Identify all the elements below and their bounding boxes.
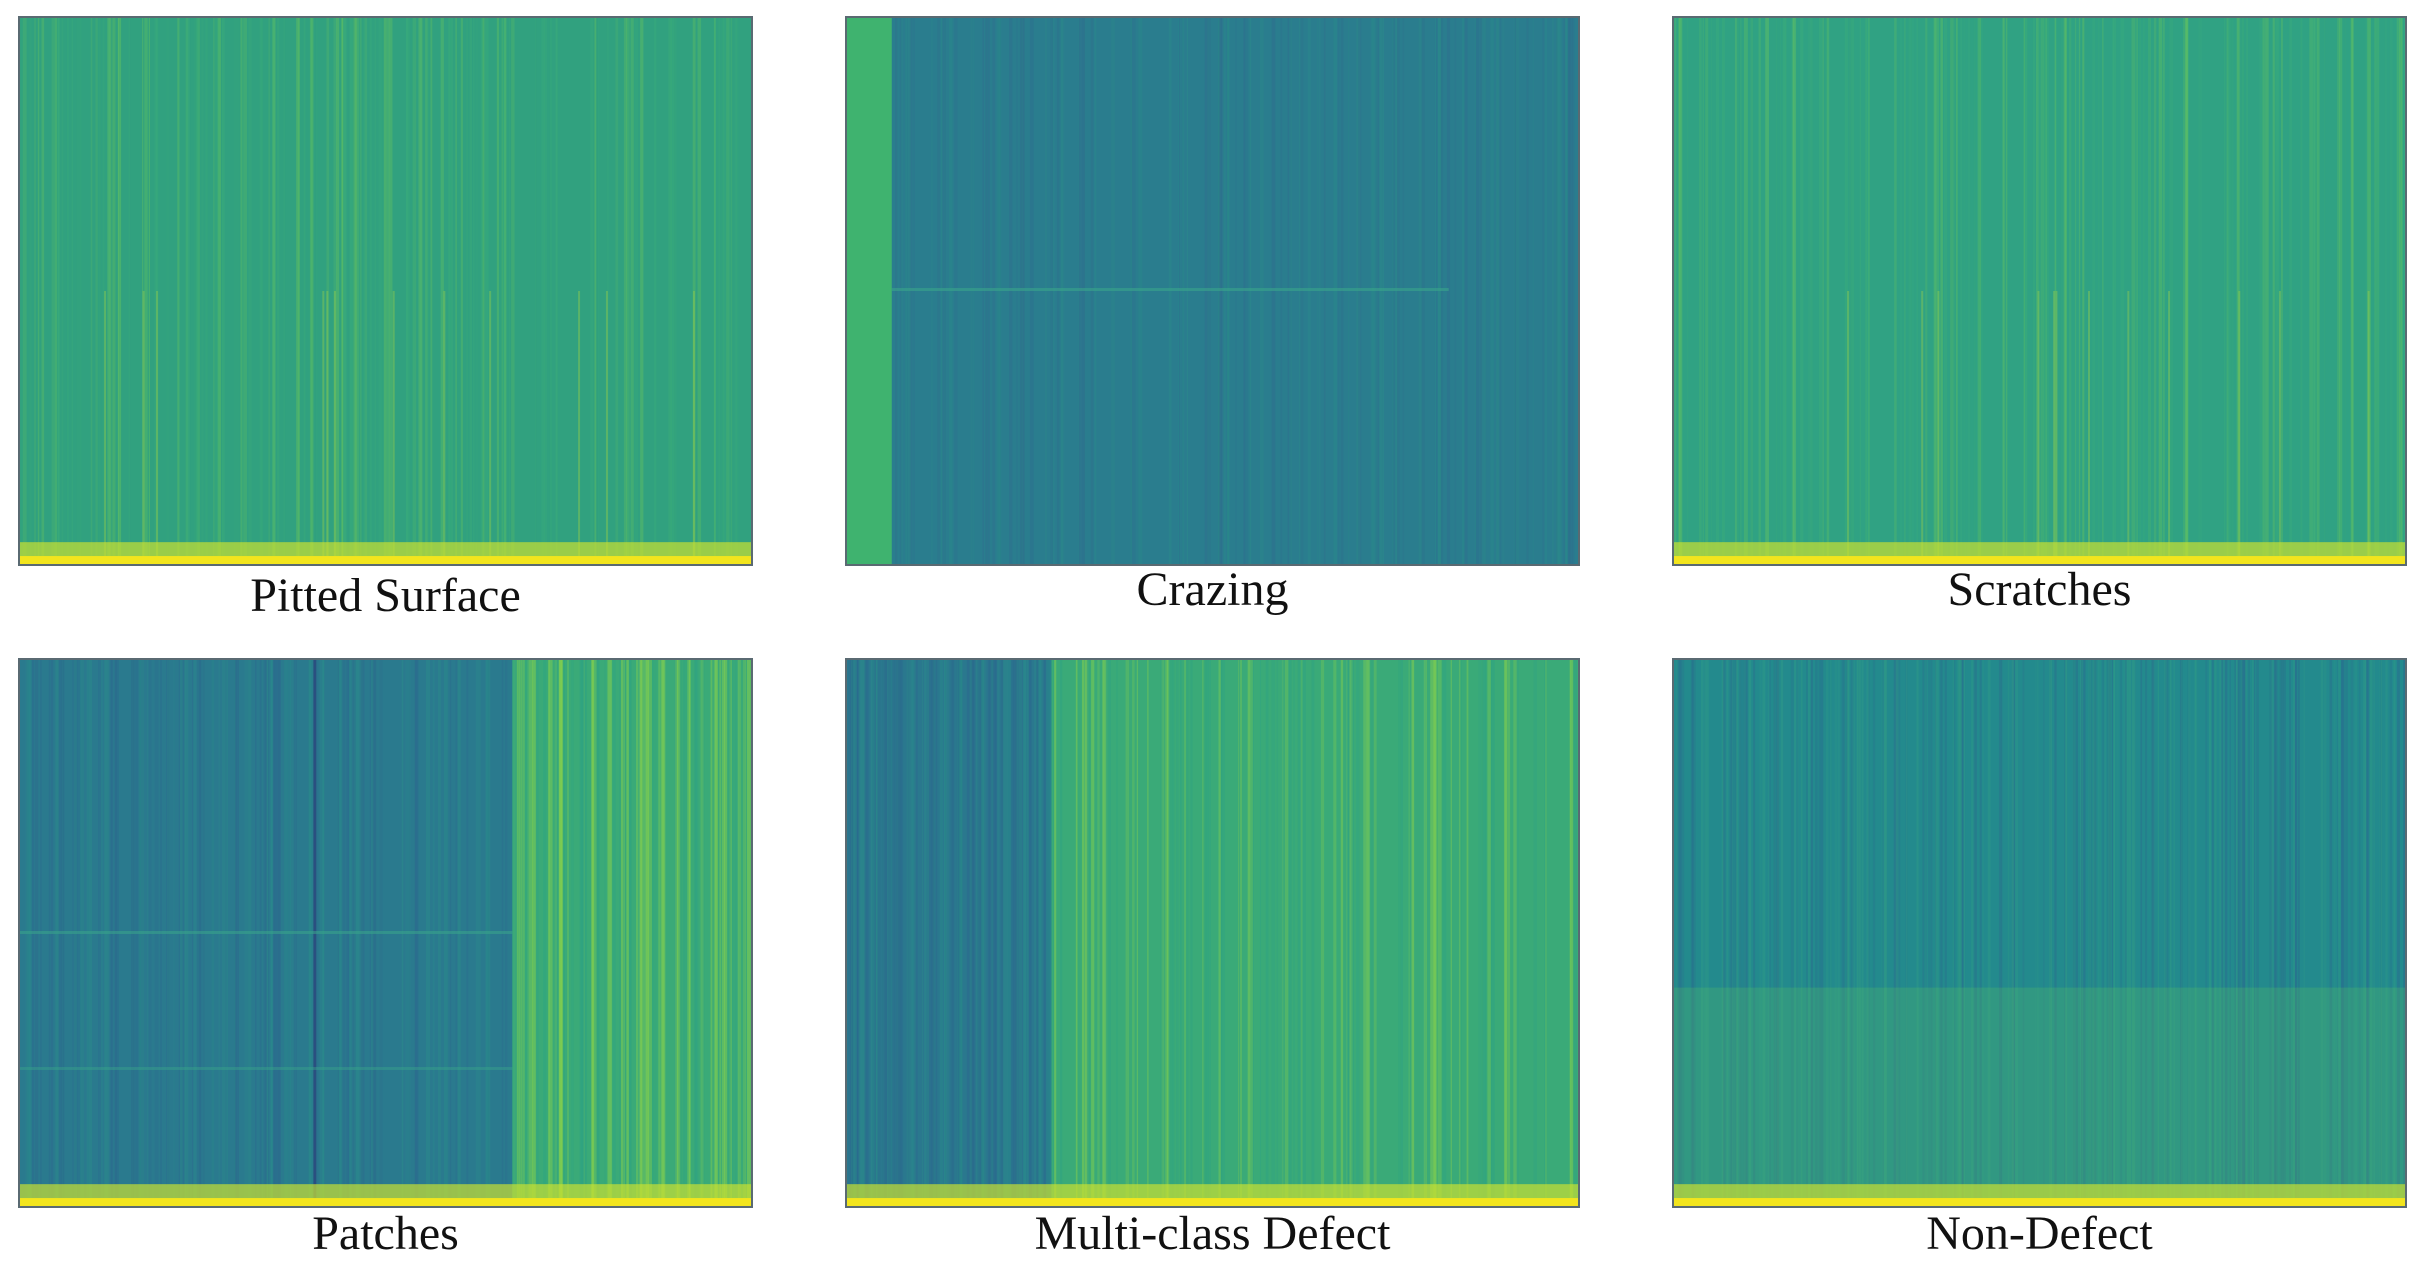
caption-multi-class-defect: Multi-class Defect bbox=[1034, 1207, 1391, 1260]
spectrogram-crazing bbox=[845, 16, 1580, 566]
spectrogram-multi-class-defect bbox=[845, 658, 1580, 1208]
caption-non-defect: Non-Defect bbox=[1926, 1207, 2153, 1260]
spectrogram-patches bbox=[18, 658, 753, 1208]
spectrogram-scratches bbox=[1672, 16, 2407, 566]
spectrogram-non-defect bbox=[1672, 658, 2407, 1208]
caption-pitted-surface: Pitted Surface bbox=[250, 569, 521, 622]
spectrogram-image bbox=[847, 18, 1578, 564]
spectrogram-image bbox=[20, 18, 751, 564]
spectrogram-pitted-surface bbox=[18, 16, 753, 566]
caption-crazing: Crazing bbox=[1136, 563, 1289, 616]
spectrogram-image bbox=[1674, 18, 2405, 564]
caption-scratches: Scratches bbox=[1947, 563, 2132, 616]
spectrogram-image bbox=[20, 660, 751, 1206]
spectrogram-image bbox=[1674, 660, 2405, 1206]
caption-patches: Patches bbox=[312, 1207, 459, 1260]
spectrogram-image bbox=[847, 660, 1578, 1206]
